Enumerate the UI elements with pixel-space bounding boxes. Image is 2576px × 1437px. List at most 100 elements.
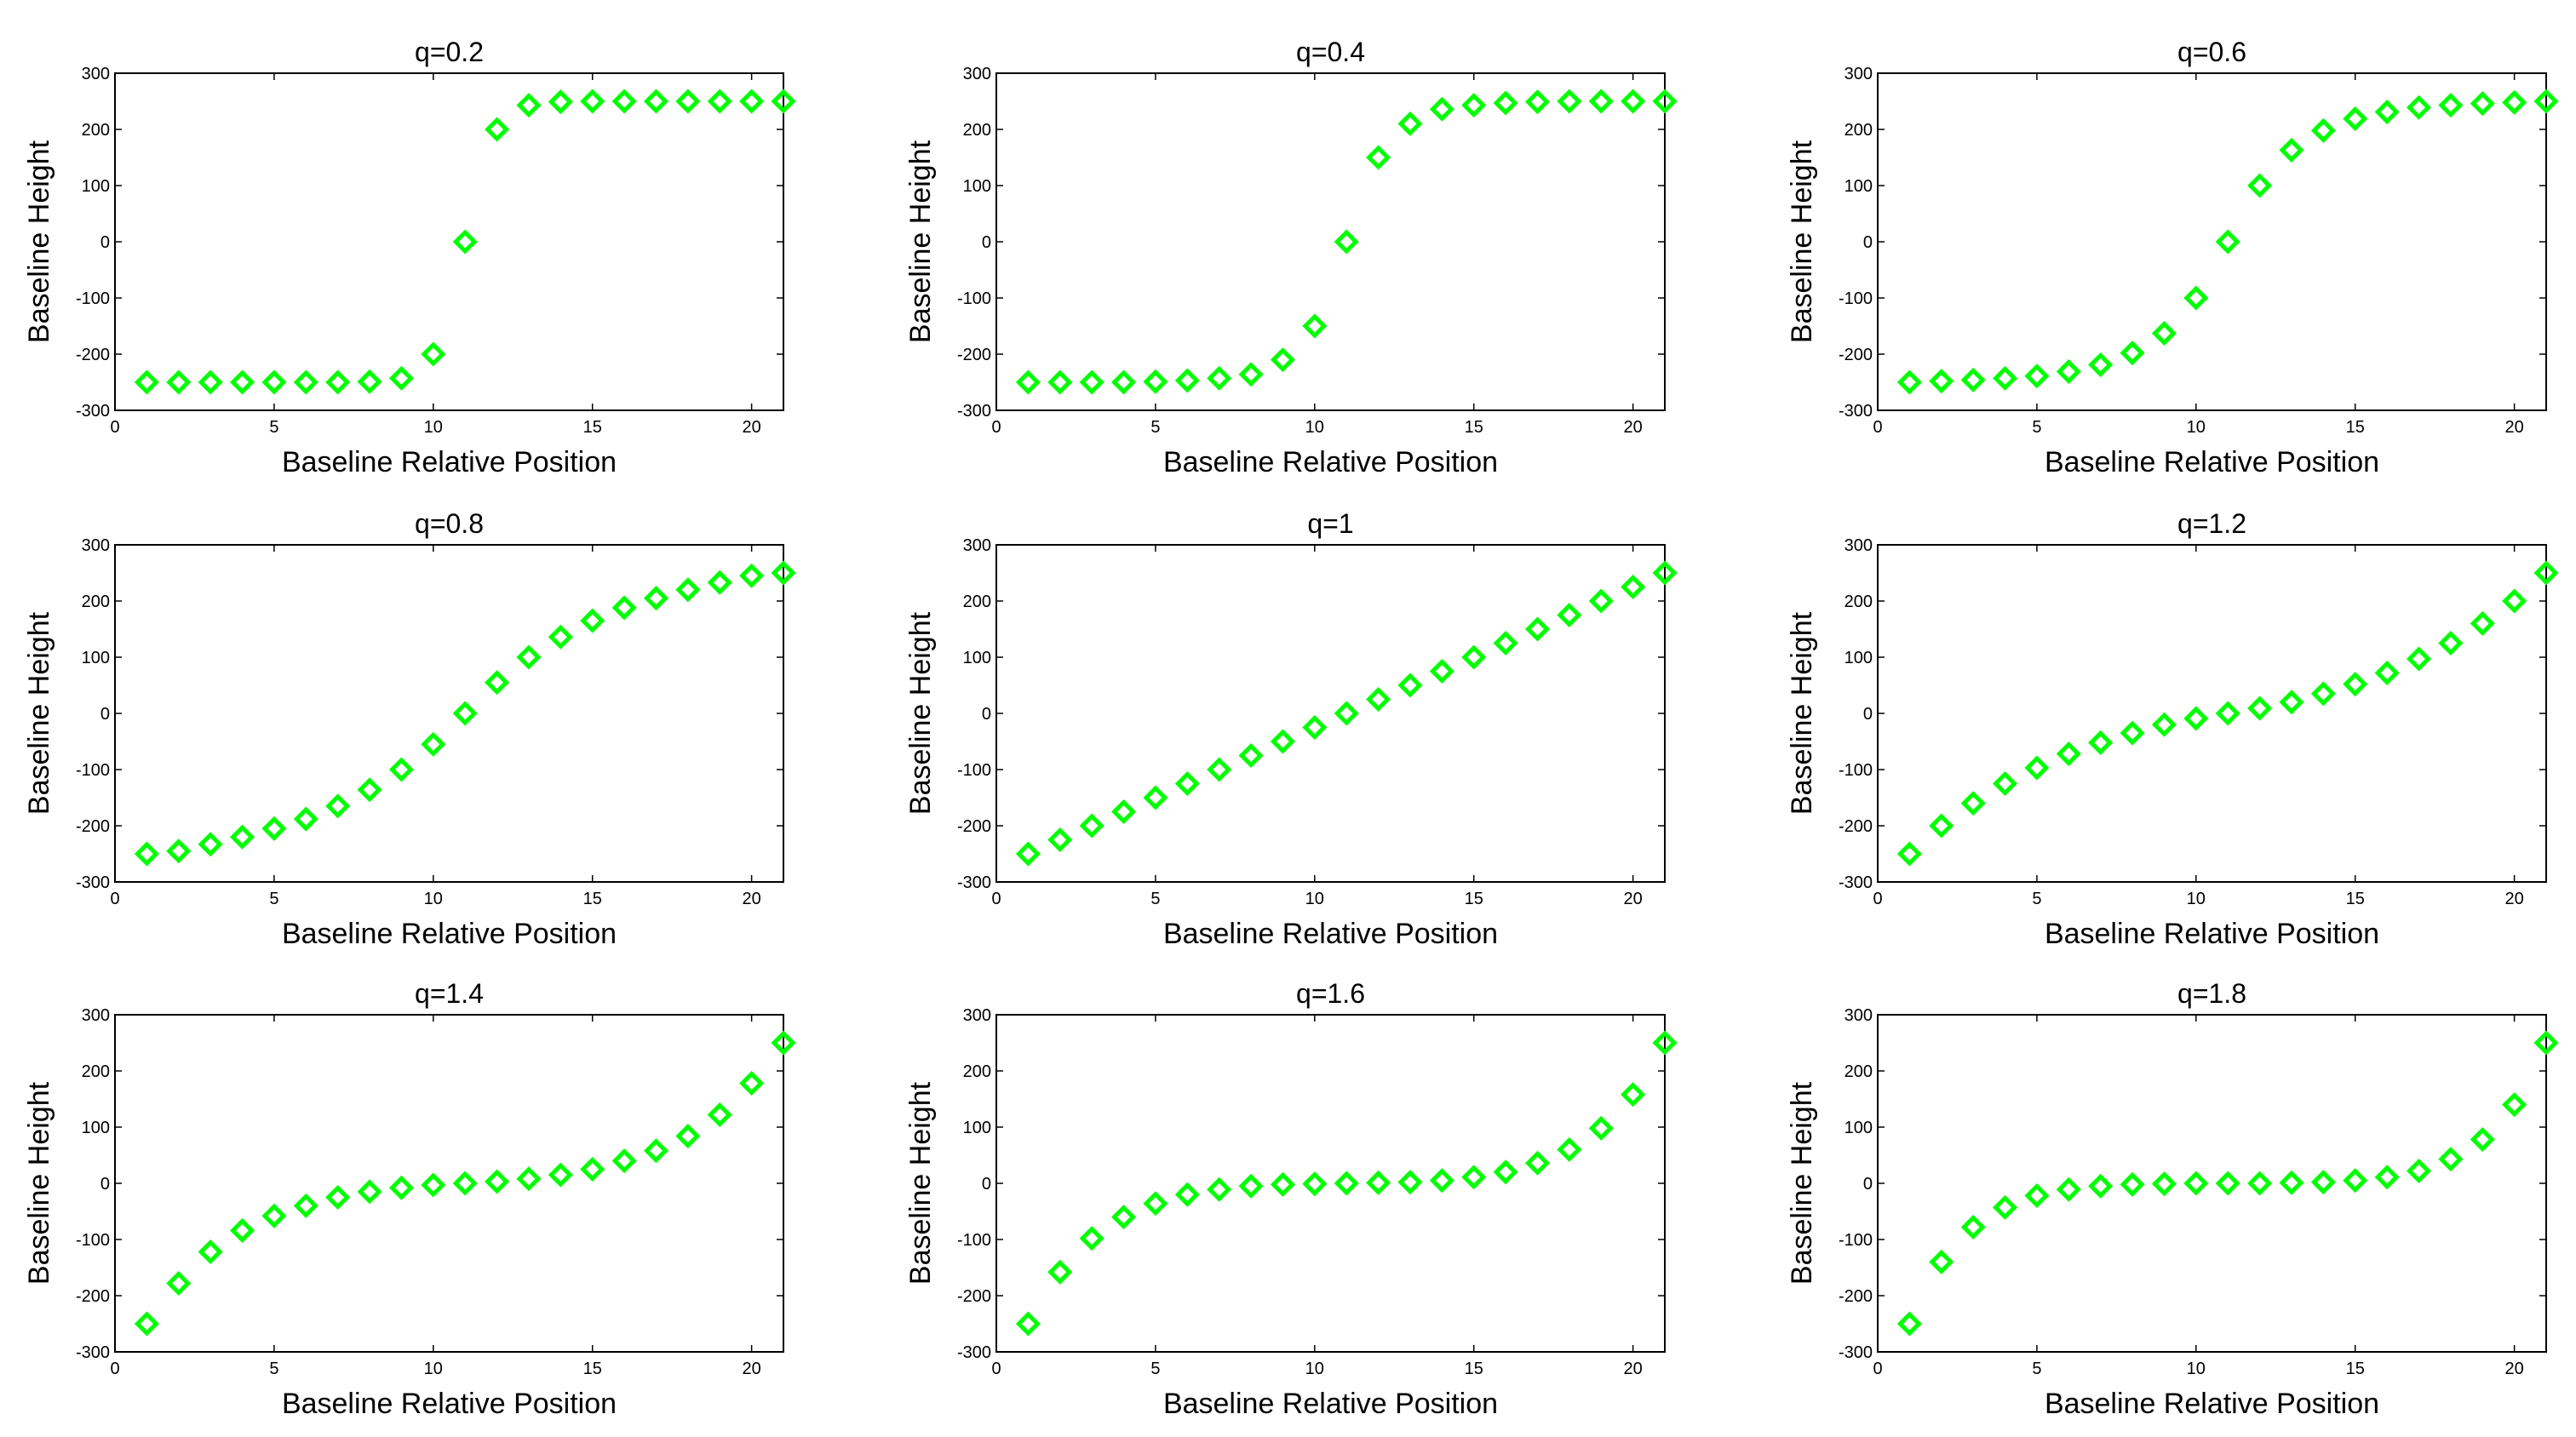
data-point: [1110, 1205, 1137, 1230]
data-point: [1366, 1170, 1391, 1195]
x-axis-label: Baseline Relative Position: [282, 1388, 617, 1420]
subplot-8: 0 5 10 15 20 300 200 100 0 -100 -200 -300 q=1.6 Basel…: [904, 978, 1678, 1420]
y-axis-label: Baseline Height: [904, 1081, 937, 1285]
y-tick-label: 300: [82, 536, 110, 555]
data-point: [1557, 89, 1582, 114]
y-tick-label: 0: [100, 705, 110, 724]
data-point: [1929, 813, 1954, 839]
data-point: [1047, 1259, 1073, 1285]
data-point: [516, 1166, 542, 1192]
data-point: [1334, 229, 1359, 255]
data-point: [2406, 646, 2432, 672]
subplot-5: 0 5 10 15 20 300 200 100 0 -100 -200 -300 q=1 Baselin…: [904, 508, 1678, 950]
data-point: [2151, 321, 2177, 346]
x-tick-label: 5: [1150, 418, 1160, 437]
data-point: [2183, 285, 2209, 311]
y-tick-label: -200: [957, 817, 991, 836]
x-tick-label: 20: [742, 418, 760, 437]
data-point: [2088, 352, 2114, 378]
data-point: [1960, 367, 1986, 392]
data-point: [325, 793, 351, 819]
y-tick-label: -200: [76, 1287, 110, 1306]
data-point: [166, 839, 192, 864]
x-tick-label: 0: [991, 418, 1001, 437]
data-point: [1174, 1182, 1200, 1207]
data-point: [611, 1148, 637, 1174]
y-tick-label: 100: [963, 649, 991, 667]
x-tick-label: 15: [583, 1360, 602, 1378]
y-axis-label: Baseline Height: [1786, 140, 1818, 343]
x-tick-label: 10: [2187, 1360, 2206, 1378]
y-tick-label: 300: [963, 536, 991, 555]
x-tick-label: 20: [2504, 418, 2523, 437]
data-point: [2310, 1170, 2336, 1195]
data-point: [357, 777, 382, 803]
x-tick-label: 15: [583, 418, 602, 437]
data-point: [2151, 712, 2177, 737]
data-point: [2088, 1173, 2114, 1199]
data-point: [2374, 100, 2400, 125]
subplot-title: q=1.2: [2177, 508, 2246, 539]
data-point: [1960, 1214, 1986, 1240]
y-tick-label: 100: [1845, 1119, 1873, 1137]
y-axis-label: Baseline Height: [23, 140, 55, 343]
data-point: [1652, 560, 1678, 586]
x-tick-label: 10: [1305, 1360, 1324, 1378]
data-point: [2279, 137, 2304, 163]
x-tick-label: 5: [2032, 418, 2041, 437]
data-point: [1461, 93, 1487, 118]
data-point: [1079, 813, 1104, 839]
data-point: [1079, 369, 1104, 395]
x-axis-label: Baseline Relative Position: [2045, 1388, 2379, 1420]
data-point: [1493, 1159, 1518, 1185]
x-axis-label: Baseline Relative Position: [2045, 918, 2379, 950]
x-tick-label: 20: [2504, 1360, 2523, 1378]
y-axis-label: Baseline Height: [1786, 1081, 1818, 1285]
y-tick-label: 300: [82, 65, 110, 83]
y-tick-label: -300: [1839, 402, 1873, 421]
data-point: [1493, 630, 1518, 656]
y-tick-label: -200: [957, 346, 991, 364]
subplot-title: q=1.4: [415, 978, 484, 1009]
data-point: [2502, 588, 2527, 614]
data-point: [1429, 96, 1454, 122]
data-point: [325, 369, 351, 395]
x-tick-label: 10: [2187, 418, 2206, 437]
y-tick-label: -100: [957, 761, 991, 780]
data-point: [707, 89, 732, 114]
x-tick-label: 20: [1623, 418, 1642, 437]
x-tick-label: 5: [1150, 1360, 1160, 1378]
data-point: [388, 365, 414, 391]
x-tick-label: 0: [110, 1360, 119, 1378]
data-point: [261, 816, 287, 841]
data-point: [2088, 730, 2114, 755]
y-tick-label: -100: [1839, 289, 1873, 308]
x-tick-label: 5: [2032, 890, 2041, 908]
data-point: [2247, 1171, 2273, 1196]
data-point: [1397, 111, 1423, 136]
data-point: [1015, 841, 1041, 867]
x-tick-label: 15: [1465, 1360, 1483, 1378]
x-axis-label: Baseline Relative Position: [1163, 1388, 1498, 1420]
y-axis-label: Baseline Height: [1786, 611, 1818, 815]
data-point: [485, 1169, 510, 1194]
x-axis-label: Baseline Relative Position: [2045, 446, 2379, 478]
data-point: [1302, 714, 1328, 741]
subplot-7: 0 5 10 15 20 300 200 100 0 -100 -200 -300 q=1.4 Basel…: [23, 978, 796, 1420]
data-point: [548, 624, 573, 650]
data-point: [2533, 1030, 2559, 1056]
data-point: [229, 1217, 255, 1243]
data-point: [2502, 1092, 2527, 1118]
x-axis-label: Baseline Relative Position: [1163, 918, 1498, 950]
plot-frame: [1877, 72, 2547, 411]
data-point: [452, 1171, 478, 1196]
data-point: [1015, 369, 1041, 395]
y-tick-label: -300: [957, 402, 991, 421]
data-point: [2247, 696, 2273, 721]
data-point: [293, 806, 318, 832]
data-point: [580, 1156, 605, 1182]
data-point: [1334, 1171, 1359, 1196]
data-point: [357, 369, 382, 394]
data-point: [1397, 673, 1423, 698]
